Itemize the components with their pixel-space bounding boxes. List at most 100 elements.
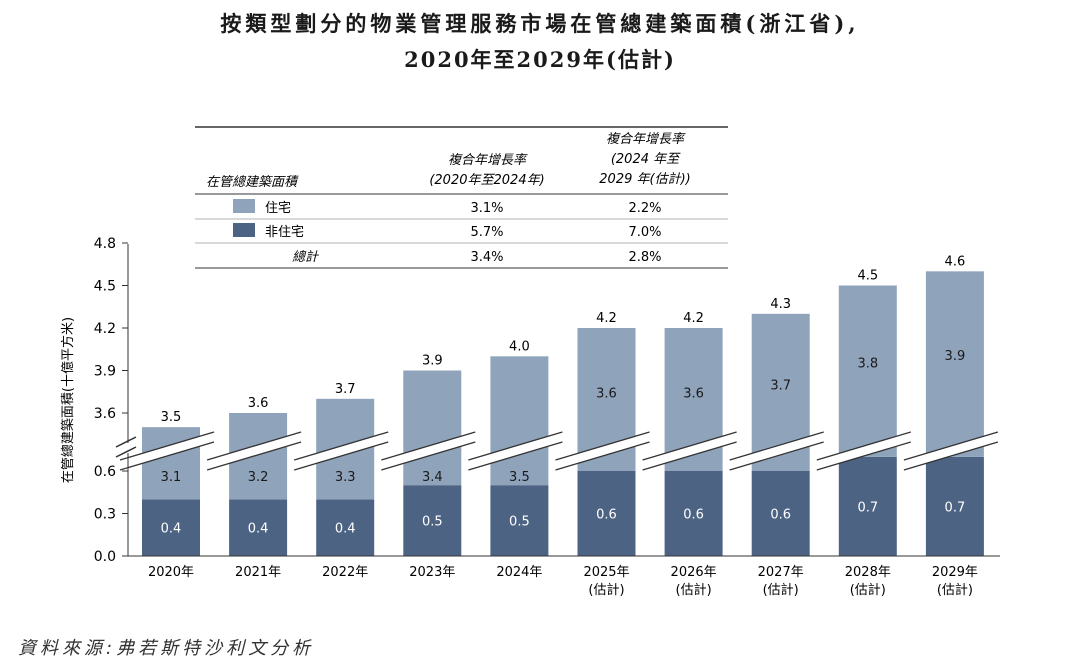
bar-break-band: [903, 432, 998, 470]
total-label: 4.0: [509, 339, 530, 354]
y-tick-label: 0.6: [94, 464, 116, 480]
total-label: 3.7: [335, 382, 356, 397]
residential-value-label: 3.8: [857, 357, 878, 372]
bar-non-residential: [925, 456, 984, 556]
bar-non-residential: [142, 499, 200, 556]
x-tick-label: 2020年: [148, 565, 194, 580]
chart-title-line1: 按類型劃分的物業管理服務市場在管總建築面積(浙江省),: [220, 11, 860, 36]
table-col2-header: 2029 年(估計)): [599, 172, 690, 187]
x-tick-label: 2029年: [932, 565, 978, 580]
bar-break-line: [381, 441, 476, 471]
bar-break-line: [729, 441, 824, 471]
bar-non-residential: [229, 499, 288, 556]
bar-non-residential: [577, 470, 636, 556]
total-label: 4.5: [857, 268, 878, 283]
x-tick-label: (估計): [676, 582, 712, 598]
axis-layer: 0.0 0.3 0.6 3.6 3.9 4.2 4.5 4.8 在管總建築面積(十億平方米) 20…: [60, 236, 1000, 598]
x-tick-label: 2021年: [235, 565, 281, 580]
y-tick-label: 4.5: [94, 278, 116, 294]
bar-break-band: [468, 432, 563, 470]
residential-value-label: 3.6: [596, 386, 617, 401]
table-cagr1-value: 5.7%: [470, 225, 503, 240]
bar-residential: [403, 370, 462, 486]
table-cagr1-value: 3.4%: [470, 250, 503, 265]
non-residential-value-label: 0.6: [596, 507, 617, 522]
bar-break-line: [294, 431, 389, 461]
bar-non-residential: [403, 485, 462, 556]
bar-break-line: [816, 431, 911, 461]
non-residential-value-label: 0.4: [161, 522, 182, 537]
x-tick-label: 2024年: [496, 565, 542, 580]
total-row-label: 總計: [292, 250, 320, 265]
total-label: 4.2: [683, 311, 704, 326]
bar-break-line: [642, 431, 737, 461]
bar-residential: [838, 285, 897, 457]
bar-non-residential: [664, 470, 723, 556]
total-label: 4.6: [945, 254, 966, 269]
cagr-table: 複合年增長率 (2020年至2024年) 複合年增長率 (2024 年至 2029 年(…: [195, 126, 728, 269]
bar-residential: [490, 356, 549, 486]
chart-title-line2: 2020年至2029年(估計): [404, 47, 676, 72]
y-tick-label: 0.3: [94, 506, 116, 522]
bar-break-band: [294, 432, 389, 470]
x-tick-label: 2028年: [845, 565, 891, 580]
x-tick-label: (估計): [937, 582, 973, 598]
non-residential-value-label: 0.7: [857, 500, 878, 515]
non-residential-value-label: 0.4: [248, 522, 269, 537]
table-cagr2-value: 2.2%: [628, 201, 661, 216]
non-residential-value-label: 0.7: [945, 500, 966, 515]
bar-break-line: [206, 431, 302, 461]
residential-value-label: 3.6: [683, 386, 704, 401]
axis-break-mark: [115, 446, 137, 458]
residential-value-label: 3.4: [422, 470, 443, 485]
y-tick-label: 3.9: [94, 363, 116, 379]
bar-break-band: [207, 432, 302, 470]
table-col2-header: (2024 年至: [611, 152, 681, 167]
legend-swatch-non-residential: [233, 223, 255, 237]
bar-break-line: [468, 431, 563, 461]
residential-value-label: 3.1: [161, 470, 182, 485]
non-residential-value-label: 0.6: [683, 507, 704, 522]
y-axis-label: 在管總建築面積(十億平方米): [60, 317, 76, 483]
residential-value-label: 3.2: [248, 470, 269, 485]
residential-value-label: 3.7: [770, 379, 791, 394]
bar-break-line: [903, 431, 999, 461]
table-cagr1-value: 3.1%: [470, 201, 503, 216]
x-tick-label: (估計): [588, 582, 624, 598]
legend-label: 住宅: [265, 201, 291, 216]
table-col2-header: 複合年增長率: [606, 131, 686, 147]
bars-layer: 3.5 3.1 0.4 3.6 3.2 0.4 3.7 3.3 0.4 3.9 3.4 0.5 4.0 3…: [119, 254, 999, 556]
x-tick-label: 2023年: [409, 565, 455, 580]
bar-break-line: [381, 431, 476, 461]
total-label: 4.2: [596, 311, 617, 326]
bar-non-residential: [838, 456, 897, 556]
bar-break-line: [642, 441, 737, 471]
bar-break-line: [729, 431, 824, 461]
bar-break-band: [642, 432, 737, 470]
bar-break-band: [120, 432, 214, 470]
bar-residential: [925, 271, 984, 457]
bar-break-band: [381, 432, 476, 470]
non-residential-value-label: 0.5: [422, 515, 443, 530]
y-tick-label: 0.0: [94, 549, 116, 565]
bar-break-line: [555, 431, 650, 461]
table-col1-header: 複合年增長率: [448, 152, 528, 168]
bar-break-line: [119, 431, 215, 461]
axis-break-mark: [115, 436, 137, 448]
residential-value-label: 3.3: [335, 470, 356, 485]
bar-residential: [142, 427, 200, 500]
bar-break-band: [816, 432, 911, 470]
non-residential-value-label: 0.6: [770, 507, 791, 522]
legend-label: 非住宅: [265, 225, 304, 240]
bar-non-residential: [316, 499, 375, 556]
table-row-header: 在管總建築面積: [206, 175, 299, 190]
bar-non-residential: [751, 470, 810, 556]
total-label: 3.5: [161, 410, 182, 425]
x-tick-label: 2025年: [583, 565, 629, 580]
residential-value-label: 3.9: [945, 349, 966, 364]
y-tick-label: 3.6: [94, 406, 116, 422]
table-cagr2-value: 2.8%: [628, 250, 661, 265]
bar-non-residential: [490, 485, 549, 556]
total-label: 4.3: [770, 297, 791, 312]
